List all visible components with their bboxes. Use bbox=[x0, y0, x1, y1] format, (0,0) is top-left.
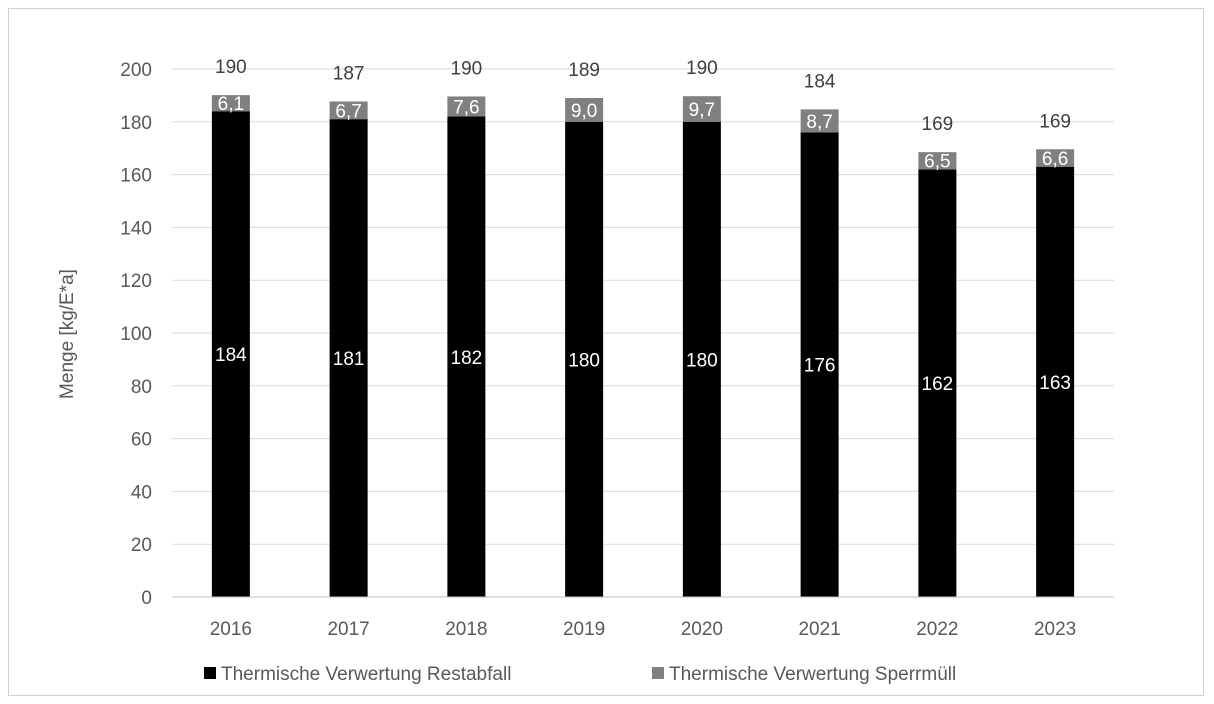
bar-restabfall bbox=[682, 121, 721, 598]
y-tick-label: 60 bbox=[131, 430, 152, 451]
total-label: 190 bbox=[451, 58, 483, 79]
data-label-sperrmuell: 9,0 bbox=[571, 101, 597, 122]
total-label: 190 bbox=[215, 57, 247, 78]
y-tick-label: 100 bbox=[120, 324, 152, 345]
bar-sperrmuell bbox=[329, 101, 368, 120]
x-tick-label: 2016 bbox=[210, 619, 252, 640]
data-label-sperrmuell: 6,1 bbox=[218, 94, 244, 115]
chart-frame: 184 6,1 190 181 6,7 187 182 7,6 190 180 9,0 189 180 9… bbox=[8, 8, 1204, 696]
chart-area: 184 6,1 190 181 6,7 187 182 7,6 190 180 9,0 189 180 9… bbox=[57, 57, 1114, 685]
x-tick-label: 2021 bbox=[798, 619, 840, 640]
y-tick-label: 200 bbox=[120, 60, 152, 81]
bar-sperrmuell bbox=[918, 152, 957, 170]
axes: 0 20 40 60 80 100 120 140 160 180 200 2016 2017 2018 2… bbox=[120, 60, 1114, 640]
x-tick-label: 2019 bbox=[563, 619, 605, 640]
total-label: 169 bbox=[1039, 111, 1071, 132]
y-tick-label: 160 bbox=[120, 166, 152, 187]
total-label: 184 bbox=[804, 71, 836, 92]
legend: Thermische Verwertung Restabfall Thermisc… bbox=[204, 664, 956, 685]
data-label-sperrmuell: 6,5 bbox=[924, 152, 950, 173]
bar-restabfall bbox=[447, 116, 486, 598]
data-label-restabfall: 180 bbox=[568, 350, 600, 371]
data-label-sperrmuell: 6,6 bbox=[1042, 149, 1068, 170]
bar-restabfall bbox=[918, 169, 957, 597]
y-tick-label: 140 bbox=[120, 218, 152, 239]
y-tick-label: 20 bbox=[131, 535, 152, 556]
gridlines bbox=[172, 68, 1114, 545]
total-label: 190 bbox=[686, 58, 718, 79]
bar-restabfall bbox=[211, 111, 250, 598]
data-label-restabfall: 162 bbox=[922, 374, 954, 395]
data-label-sperrmuell: 9,7 bbox=[689, 100, 715, 121]
y-tick-label: 80 bbox=[131, 377, 152, 398]
x-tick-label: 2022 bbox=[916, 619, 958, 640]
y-tick-label: 40 bbox=[131, 482, 152, 503]
bar-sperrmuell bbox=[447, 96, 486, 117]
y-tick-label: 120 bbox=[120, 271, 152, 292]
data-label-sperrmuell: 8,7 bbox=[806, 112, 832, 133]
legend-swatch bbox=[652, 667, 664, 679]
data-label-restabfall: 176 bbox=[804, 356, 836, 377]
data-label-sperrmuell: 7,6 bbox=[453, 97, 479, 118]
bar-restabfall bbox=[1036, 166, 1075, 597]
bar-restabfall bbox=[565, 121, 604, 598]
y-axis-title: Menge [kg/E*a] bbox=[57, 269, 78, 399]
legend-label: Thermische Verwertung Restabfall bbox=[221, 664, 511, 685]
bar-sperrmuell bbox=[565, 98, 604, 122]
data-labels: 184 6,1 190 181 6,7 187 182 7,6 190 180 9,0 189 180 9… bbox=[215, 57, 1071, 395]
data-label-restabfall: 163 bbox=[1039, 373, 1071, 394]
bar-sperrmuell bbox=[211, 95, 250, 112]
data-label-restabfall: 184 bbox=[215, 345, 247, 366]
y-tick-label: 0 bbox=[141, 588, 152, 609]
data-label-restabfall: 182 bbox=[451, 348, 483, 369]
legend-label: Thermische Verwertung Sperrmüll bbox=[669, 664, 956, 685]
data-label-restabfall: 181 bbox=[333, 349, 365, 370]
bar-sperrmuell bbox=[682, 96, 721, 122]
bar-restabfall bbox=[329, 119, 368, 597]
legend-swatch bbox=[204, 667, 216, 679]
y-tick-label: 180 bbox=[120, 113, 152, 134]
x-tick-label: 2018 bbox=[445, 619, 487, 640]
data-label-restabfall: 180 bbox=[686, 350, 718, 371]
total-label: 169 bbox=[922, 114, 954, 135]
data-label-sperrmuell: 6,7 bbox=[335, 101, 361, 122]
x-tick-label: 2017 bbox=[327, 619, 369, 640]
bars bbox=[211, 95, 1075, 598]
bar-sperrmuell bbox=[1036, 149, 1075, 167]
total-label: 187 bbox=[333, 63, 365, 84]
x-tick-label: 2023 bbox=[1034, 619, 1076, 640]
x-tick-label: 2020 bbox=[681, 619, 723, 640]
bar-sperrmuell bbox=[800, 109, 839, 133]
total-label: 189 bbox=[568, 60, 600, 81]
bar-restabfall bbox=[800, 132, 839, 598]
